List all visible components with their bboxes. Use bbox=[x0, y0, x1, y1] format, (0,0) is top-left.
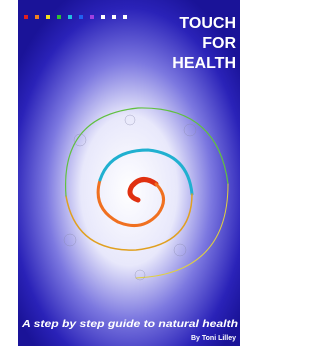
page: TOUCH FOR HEALTH A step by step guide to… bbox=[0, 0, 250, 358]
author: By Toni Lilley bbox=[191, 335, 236, 342]
title-line: TOUCH bbox=[179, 15, 236, 32]
subtitle: A step by step guide to natural health bbox=[21, 319, 238, 330]
book-cover: TOUCH FOR HEALTH A step by step guide to… bbox=[0, 0, 250, 358]
title-line: HEALTH bbox=[172, 55, 236, 72]
title-line: FOR bbox=[202, 35, 236, 52]
